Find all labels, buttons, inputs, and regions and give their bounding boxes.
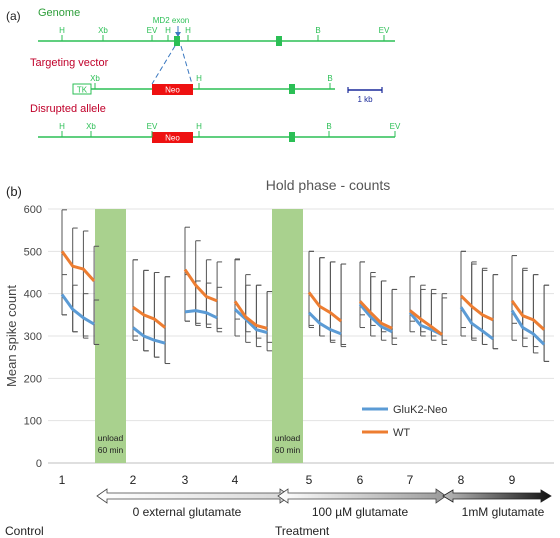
genome-exon-2 xyxy=(276,36,282,46)
allele-sites: H Xb EV H B EV xyxy=(59,122,401,137)
series-gluk2-neo-segment xyxy=(132,326,166,345)
unload-bar-1 xyxy=(95,209,126,463)
site-label: H xyxy=(196,122,202,131)
x-tick-labels: 1 2 3 4 5 6 7 8 9 xyxy=(59,473,516,487)
y-tick-label: 300 xyxy=(24,331,42,343)
site-label: H xyxy=(59,122,65,131)
series-wt-segment xyxy=(60,250,96,282)
vector-neo-box xyxy=(152,84,193,95)
panel-b-label: (b) xyxy=(6,184,22,199)
series-gluk2-neo-segment xyxy=(233,308,268,335)
site-label: EV xyxy=(147,26,158,35)
arrow-label-1mM: 1mM glutamate xyxy=(462,505,545,519)
panel-b-chart: (b) Hold phase - counts Mean spike count… xyxy=(4,177,554,538)
legend-label-gluk2-neo: GluK2-Neo xyxy=(393,404,447,416)
arrow-0-external-glutamate xyxy=(96,488,291,504)
vector-exon-2 xyxy=(289,84,295,94)
scale-bar-label: 1 kb xyxy=(357,95,373,104)
chart-title: Hold phase - counts xyxy=(266,177,391,193)
y-axis-label: Mean spike count xyxy=(4,285,19,387)
x-tick-label: 6 xyxy=(357,473,364,487)
error-bars xyxy=(61,209,550,365)
x-tick-label: 8 xyxy=(458,473,465,487)
control-label: Control xyxy=(5,524,44,538)
arrow-label-100uM: 100 µM glutamate xyxy=(312,505,409,519)
site-label: H xyxy=(196,74,202,83)
site-label: H xyxy=(59,26,65,35)
x-tick-label: 1 xyxy=(59,473,66,487)
allele-neo-label: Neo xyxy=(165,134,180,143)
x-tick-label: 7 xyxy=(407,473,414,487)
genome-exon-md2 xyxy=(174,36,180,46)
unload-bar-2 xyxy=(272,209,303,463)
site-label: H xyxy=(165,26,171,35)
y-tick-label: 400 xyxy=(24,289,42,301)
dashed-line-right xyxy=(180,45,193,85)
site-label: B xyxy=(326,122,331,131)
treatment-label: Treatment xyxy=(275,524,330,538)
allele-exon-2 xyxy=(289,132,295,142)
unload-bar-2-label-line1: unload xyxy=(275,433,301,443)
series-gluk2-neo-segment xyxy=(307,311,342,336)
site-label: Xb xyxy=(86,122,96,131)
panel-a-label: (a) xyxy=(6,9,21,23)
series-wt-segment xyxy=(510,299,546,331)
x-tick-label: 2 xyxy=(130,473,137,487)
site-label: B xyxy=(327,74,332,83)
y-tick-label: 100 xyxy=(24,416,42,428)
tk-label: TK xyxy=(77,86,88,95)
vector-sites: Xb H B xyxy=(90,74,333,89)
exon-arrow-head xyxy=(175,32,181,37)
unload-bar-2-label-line2: 60 min xyxy=(275,445,301,455)
series-lines xyxy=(60,250,546,346)
arrow-label-0-external: 0 external glutamate xyxy=(133,505,242,519)
unload-bar-1-label-line2: 60 min xyxy=(98,445,124,455)
unload-bar-1-label-line1: unload xyxy=(98,433,124,443)
site-label: EV xyxy=(147,122,158,131)
genome-sites: H Xb EV H H B EV xyxy=(59,26,390,41)
site-label: EV xyxy=(379,26,390,35)
y-tick-label: 0 xyxy=(36,458,42,470)
series-wt-segment xyxy=(459,294,494,322)
site-label: Xb xyxy=(90,74,100,83)
y-tick-label: 600 xyxy=(24,204,42,216)
site-label: B xyxy=(315,26,320,35)
x-tick-label: 5 xyxy=(306,473,313,487)
series-wt-segment xyxy=(409,309,444,336)
series-wt-segment xyxy=(358,300,393,330)
allele-neo-box xyxy=(152,132,193,143)
x-tick-label: 9 xyxy=(509,473,516,487)
series-gluk2-neo-segment xyxy=(358,303,393,334)
legend: GluK2-Neo WT xyxy=(362,404,447,439)
series-wt-segment xyxy=(233,300,268,330)
series-gluk2-neo-segment xyxy=(510,309,546,346)
series-gluk2-neo-segment xyxy=(60,293,95,326)
arrow-1mM-glutamate xyxy=(442,489,552,503)
vector-neo-label: Neo xyxy=(165,86,180,95)
panel-a-gene-map: (a) Genome MD2 exon H Xb EV H H B EV Targeting… xyxy=(6,7,401,143)
legend-label-wt: WT xyxy=(393,427,410,439)
y-tick-labels: 0 100 200 300 400 500 600 xyxy=(24,204,42,470)
series-wt-segment xyxy=(183,268,218,303)
series-gluk2-neo-segment xyxy=(459,306,495,341)
series-wt-segment xyxy=(307,291,343,323)
disrupted-allele-title: Disrupted allele xyxy=(30,103,106,115)
arrow-100uM-glutamate xyxy=(277,488,447,504)
md2-exon-label: MD2 exon xyxy=(153,16,189,25)
y-tick-label: 200 xyxy=(24,373,42,385)
site-label: EV xyxy=(390,122,401,131)
series-wt-segment xyxy=(132,305,167,329)
x-tick-label: 3 xyxy=(182,473,189,487)
dashed-line-left xyxy=(151,45,176,85)
site-label: H xyxy=(185,26,191,35)
site-label: Xb xyxy=(98,26,108,35)
y-tick-label: 500 xyxy=(24,246,42,258)
targeting-vector-title: Targeting vector xyxy=(30,57,109,69)
x-tick-label: 4 xyxy=(232,473,239,487)
series-gluk2-neo-segment xyxy=(184,309,218,320)
genome-title: Genome xyxy=(38,7,80,19)
